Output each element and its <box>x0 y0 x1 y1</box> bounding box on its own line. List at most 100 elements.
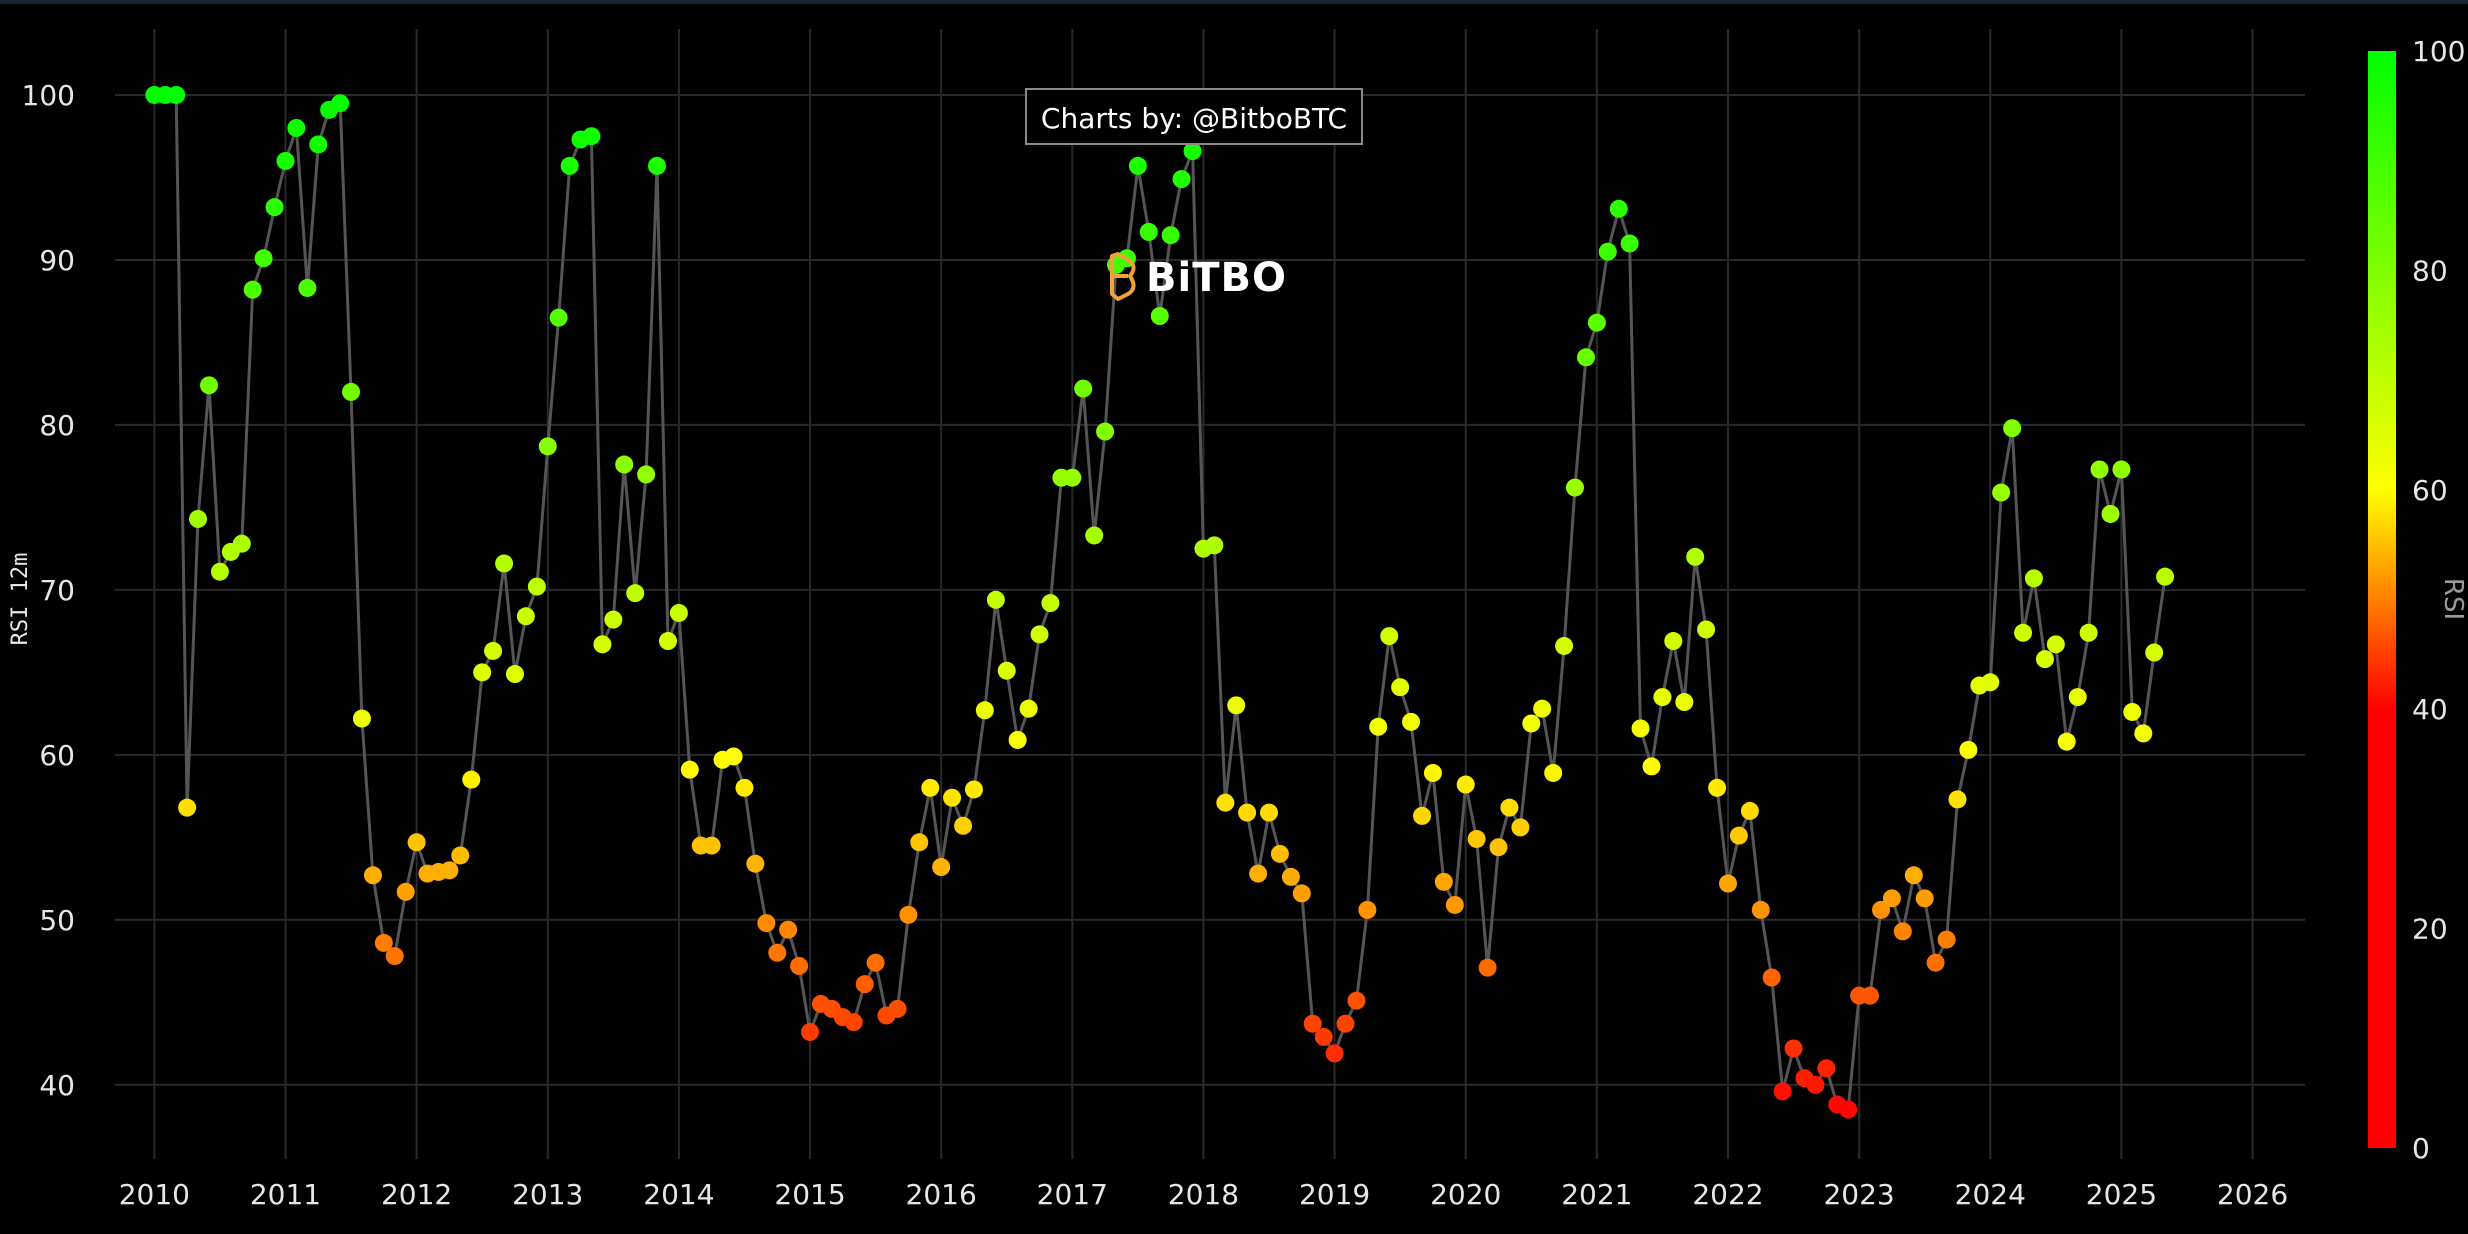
data-point[interactable] <box>1456 775 1475 794</box>
data-point[interactable] <box>1937 930 1956 949</box>
data-point[interactable] <box>801 1022 820 1041</box>
data-point[interactable] <box>396 882 415 901</box>
data-point[interactable] <box>549 308 568 327</box>
data-point[interactable] <box>2014 623 2033 642</box>
data-point[interactable] <box>243 280 262 299</box>
data-point[interactable] <box>2057 732 2076 751</box>
data-point[interactable] <box>637 465 656 484</box>
data-point[interactable] <box>1413 806 1432 825</box>
data-point[interactable] <box>1183 142 1202 161</box>
data-point[interactable] <box>1402 712 1421 731</box>
data-point[interactable] <box>1653 688 1672 707</box>
data-point[interactable] <box>1238 803 1257 822</box>
data-point[interactable] <box>1423 763 1442 782</box>
data-point[interactable] <box>1904 866 1923 885</box>
data-point[interactable] <box>189 509 208 528</box>
data-point[interactable] <box>1555 636 1574 655</box>
data-point[interactable] <box>451 846 470 865</box>
data-point[interactable] <box>1708 778 1727 797</box>
data-point[interactable] <box>1358 900 1377 919</box>
data-point[interactable] <box>1729 826 1748 845</box>
data-point[interactable] <box>2079 623 2098 642</box>
data-point[interactable] <box>484 641 503 660</box>
data-point[interactable] <box>1019 699 1038 718</box>
data-point[interactable] <box>1096 422 1115 441</box>
data-point[interactable] <box>735 778 754 797</box>
data-point[interactable] <box>1085 526 1104 545</box>
data-point[interactable] <box>1434 872 1453 891</box>
data-point[interactable] <box>342 382 361 401</box>
data-point[interactable] <box>505 665 524 684</box>
data-point[interactable] <box>779 920 798 939</box>
data-point[interactable] <box>287 118 306 137</box>
data-point[interactable] <box>680 760 699 779</box>
data-point[interactable] <box>1981 673 2000 692</box>
data-point[interactable] <box>2090 460 2109 479</box>
data-point[interactable] <box>1872 900 1891 919</box>
data-point[interactable] <box>866 953 885 972</box>
data-point[interactable] <box>1882 889 1901 908</box>
data-point[interactable] <box>954 816 973 835</box>
data-point[interactable] <box>1391 678 1410 697</box>
data-point[interactable] <box>1697 620 1716 639</box>
data-point[interactable] <box>2101 504 2120 523</box>
data-point[interactable] <box>1489 838 1508 857</box>
data-point[interactable] <box>352 709 371 728</box>
data-point[interactable] <box>1347 991 1366 1010</box>
data-point[interactable] <box>462 770 481 789</box>
data-point[interactable] <box>1686 547 1705 566</box>
data-point[interactable] <box>1336 1014 1355 1033</box>
data-point[interactable] <box>921 778 940 797</box>
data-point[interactable] <box>604 610 623 629</box>
data-point[interactable] <box>2003 419 2022 438</box>
data-point[interactable] <box>232 534 251 553</box>
data-point[interactable] <box>1467 829 1486 848</box>
data-point[interactable] <box>888 999 907 1018</box>
data-point[interactable] <box>1041 594 1060 613</box>
data-point[interactable] <box>298 278 317 297</box>
data-point[interactable] <box>167 85 186 104</box>
data-point[interactable] <box>385 947 404 966</box>
data-point[interactable] <box>943 788 962 807</box>
data-point[interactable] <box>1150 307 1169 326</box>
data-point[interactable] <box>757 914 776 933</box>
data-point[interactable] <box>1030 625 1049 644</box>
data-point[interactable] <box>1139 222 1158 241</box>
data-point[interactable] <box>1620 234 1639 253</box>
data-point[interactable] <box>1718 874 1737 893</box>
data-point[interactable] <box>986 590 1005 609</box>
data-point[interactable] <box>2123 702 2142 721</box>
data-point[interactable] <box>1861 986 1880 1005</box>
data-point[interactable] <box>1281 867 1300 886</box>
data-point[interactable] <box>1325 1044 1344 1063</box>
data-point[interactable] <box>527 577 546 596</box>
data-point[interactable] <box>254 249 273 268</box>
data-point[interactable] <box>265 198 284 217</box>
data-point[interactable] <box>2035 650 2054 669</box>
data-point[interactable] <box>2068 688 2087 707</box>
data-point[interactable] <box>440 861 459 880</box>
data-point[interactable] <box>1008 730 1027 749</box>
data-point[interactable] <box>1292 884 1311 903</box>
data-point[interactable] <box>1533 699 1552 718</box>
data-point[interactable] <box>1839 1100 1858 1119</box>
data-point[interactable] <box>2145 643 2164 662</box>
data-point[interactable] <box>1522 714 1541 733</box>
data-point[interactable] <box>200 376 219 395</box>
data-point[interactable] <box>1260 803 1279 822</box>
data-point[interactable] <box>768 943 787 962</box>
data-point[interactable] <box>1478 958 1497 977</box>
data-point[interactable] <box>1992 483 2011 502</box>
data-point[interactable] <box>1740 801 1759 820</box>
data-point[interactable] <box>593 635 612 654</box>
data-point[interactable] <box>790 956 809 975</box>
data-point[interactable] <box>1172 170 1191 189</box>
data-point[interactable] <box>1948 790 1967 809</box>
data-point[interactable] <box>1587 313 1606 332</box>
data-point[interactable] <box>932 858 951 877</box>
data-point[interactable] <box>1631 719 1650 738</box>
data-point[interactable] <box>1675 693 1694 712</box>
data-point[interactable] <box>659 632 678 651</box>
data-point[interactable] <box>702 836 721 855</box>
data-point[interactable] <box>582 127 601 146</box>
